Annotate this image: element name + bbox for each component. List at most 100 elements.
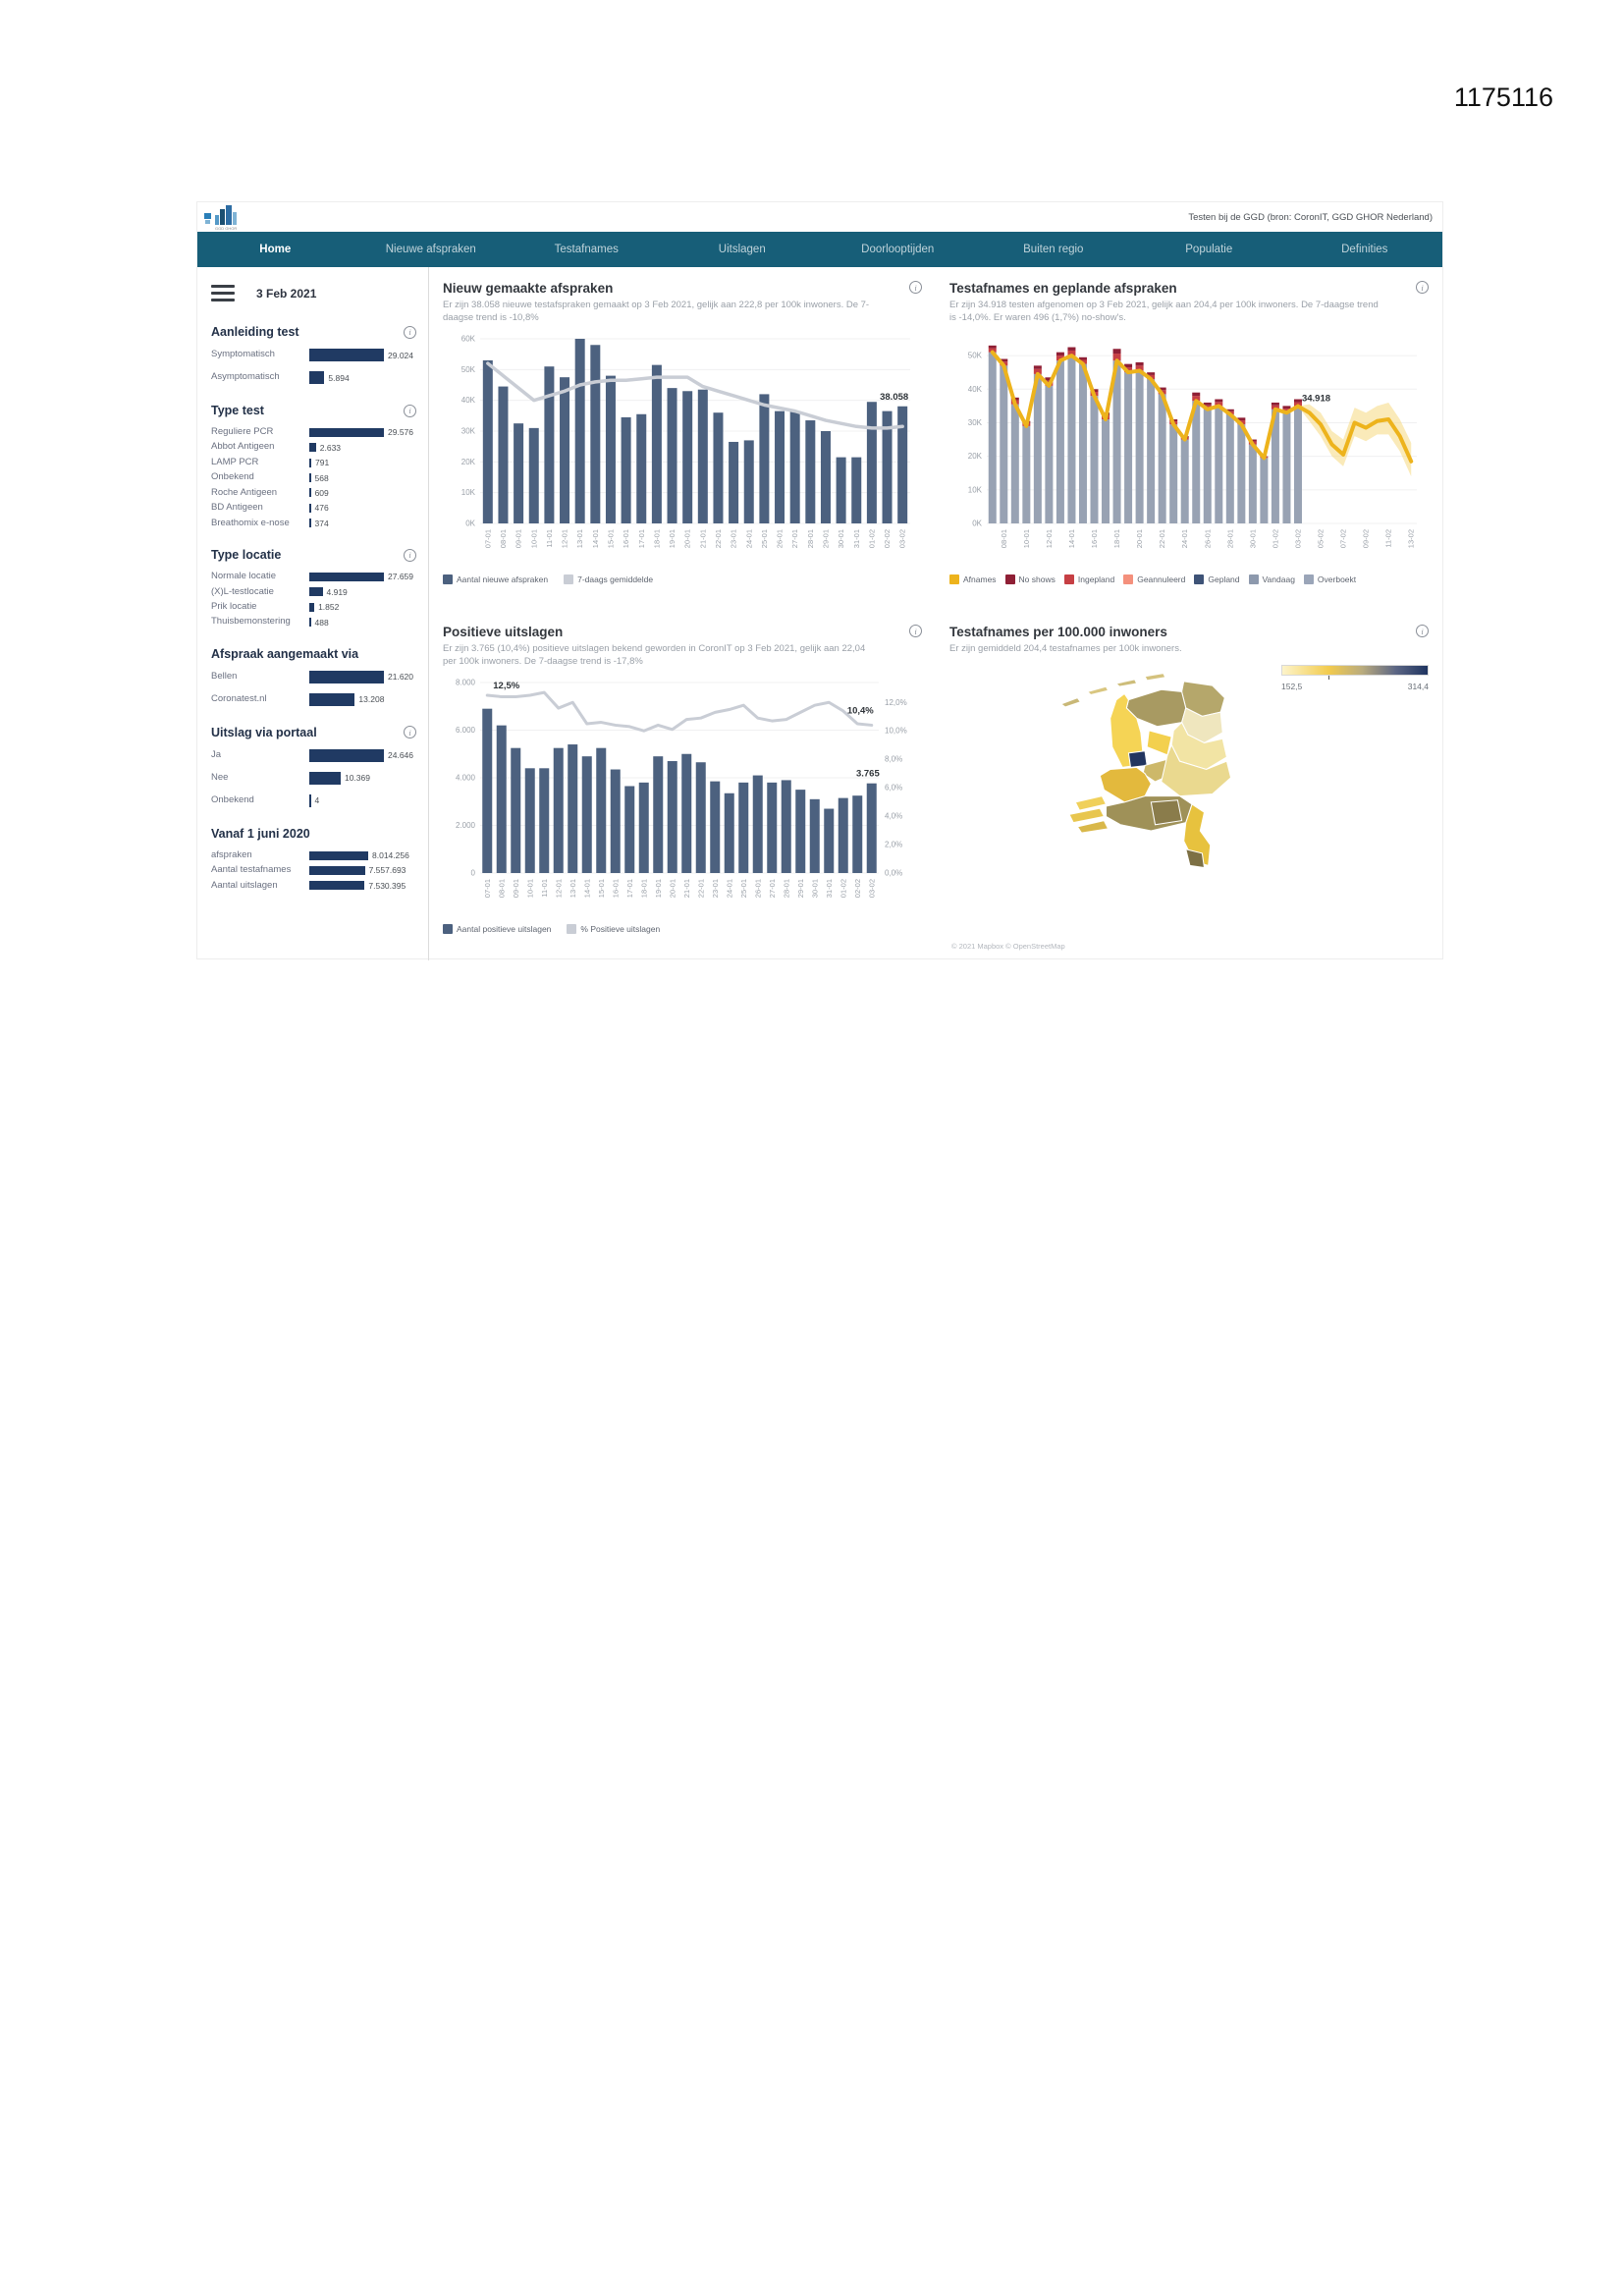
nav-tab-buiten-regio[interactable]: Buiten regio bbox=[1023, 244, 1084, 255]
filter-row[interactable]: Prik locatie 1.852 bbox=[211, 601, 422, 612]
filter-value: 21.620 bbox=[388, 672, 413, 683]
filter-row[interactable]: Ja 24.646 bbox=[211, 748, 422, 762]
filter-row[interactable]: Asymptomatisch 5.894 bbox=[211, 371, 422, 384]
info-icon[interactable]: i bbox=[909, 281, 922, 294]
chart-subtitle: Er zijn 38.058 nieuwe testafspraken gema… bbox=[443, 300, 870, 324]
svg-text:6.000: 6.000 bbox=[456, 726, 476, 735]
svg-text:2.000: 2.000 bbox=[456, 821, 476, 830]
info-icon[interactable]: i bbox=[1416, 625, 1429, 637]
filter-row[interactable]: Aantal testafnames 7.557.693 bbox=[211, 864, 422, 875]
svg-text:11-01: 11-01 bbox=[540, 879, 549, 898]
nav-tab-uitslagen[interactable]: Uitslagen bbox=[718, 244, 766, 255]
filter-value: 24.646 bbox=[388, 750, 413, 761]
nav-tab-testafnames[interactable]: Testafnames bbox=[554, 244, 619, 255]
filter-row[interactable]: Normale locatie 27.659 bbox=[211, 571, 422, 582]
bar-chart-positieve-uitslagen[interactable]: 0 2.000 4.000 6.000 8.000 0,0% 2,0% 4,0% 6,0% 8,0… bbox=[443, 671, 920, 924]
filter-bar bbox=[309, 618, 311, 628]
legend-item: No shows bbox=[1004, 574, 1056, 584]
filter-label: Normale locatie bbox=[211, 571, 276, 582]
sidebar-section-title: Type test bbox=[211, 404, 264, 417]
sidebar-section: Uitslag via portaal i Ja 24.646 Nee 10.369 Onb… bbox=[211, 726, 422, 807]
filter-row[interactable]: Roche Antigeen 609 bbox=[211, 487, 422, 498]
sidebar-toprow: 3 Feb 2021 bbox=[211, 281, 422, 305]
info-icon[interactable]: i bbox=[404, 325, 416, 339]
svg-text:34.918: 34.918 bbox=[1302, 393, 1330, 404]
filter-row[interactable]: Bellen 21.620 bbox=[211, 670, 422, 683]
filter-row[interactable]: LAMP PCR 791 bbox=[211, 457, 422, 467]
bar-chart-nieuwe-afspraken[interactable]: 0K 10K 20K 30K 40K 50K 60K 07-01 08-01 09-01 10-01… bbox=[443, 327, 920, 574]
filter-label: Bellen bbox=[211, 671, 238, 683]
filter-row[interactable]: Nee 10.369 bbox=[211, 771, 422, 785]
nav-tab-populatie[interactable]: Populatie bbox=[1185, 244, 1233, 255]
filter-row[interactable]: Onbekend 4 bbox=[211, 793, 422, 807]
svg-text:8.000: 8.000 bbox=[456, 678, 476, 686]
filter-label: Nee bbox=[211, 772, 229, 784]
svg-text:30-01: 30-01 bbox=[837, 529, 845, 548]
sidebar-sections: Aanleiding test i Symptomatisch 29.024 Asymp… bbox=[211, 325, 422, 891]
filter-bar bbox=[309, 850, 368, 860]
legend-swatch bbox=[1248, 574, 1259, 584]
sidebar-section: Type test i Reguliere PCR 29.576 Abbot Antig… bbox=[211, 404, 422, 528]
svg-text:21-01: 21-01 bbox=[698, 529, 707, 548]
filter-row[interactable]: (X)L-testlocatie 4.919 bbox=[211, 585, 422, 597]
svg-text:2,0%: 2,0% bbox=[885, 840, 902, 848]
chart-subtitle: Er zijn 3.765 (10,4%) positieve uitslage… bbox=[443, 643, 866, 668]
svg-text:09-02: 09-02 bbox=[1362, 529, 1371, 548]
stacked-bar-chart-testafnames[interactable]: 0K 10K 20K 30K 40K 50K 08-01 10-01 12-01 14-01 16-… bbox=[949, 327, 1427, 574]
filter-row[interactable]: BD Antigeen 476 bbox=[211, 502, 422, 514]
svg-text:18-01: 18-01 bbox=[652, 529, 661, 548]
chart-cell-positieve-uitslagen: Positieve uitslagen Er zijn 3.765 (10,4%… bbox=[429, 611, 936, 960]
legend-swatch bbox=[1063, 574, 1074, 584]
nav-tab-nieuwe-afspraken[interactable]: Nieuwe afspraken bbox=[385, 244, 476, 255]
filter-row[interactable]: Symptomatisch 29.024 bbox=[211, 349, 422, 361]
filter-value: 568 bbox=[314, 472, 329, 483]
svg-text:22-01: 22-01 bbox=[714, 529, 723, 548]
chart-legend: Afnames No shows Ingepland Geannuleerd Gepla… bbox=[949, 574, 1429, 584]
nav-tab-home[interactable]: Home bbox=[259, 244, 292, 255]
filter-label: (X)L-testlocatie bbox=[211, 585, 274, 597]
info-icon[interactable]: i bbox=[404, 726, 416, 739]
filter-label: Symptomatisch bbox=[211, 349, 275, 360]
svg-text:13-02: 13-02 bbox=[1407, 529, 1416, 548]
chart-subtitle: Er zijn 34.918 testen afgenomen op 3 Feb… bbox=[949, 300, 1379, 324]
filter-value: 5.894 bbox=[328, 372, 350, 383]
filter-value: 609 bbox=[314, 487, 329, 498]
nav-tab-doorlooptijden[interactable]: Doorlooptijden bbox=[861, 244, 935, 255]
legend-item: Aantal positieve uitslagen bbox=[443, 923, 551, 934]
svg-text:21-01: 21-01 bbox=[682, 879, 691, 898]
filter-bar bbox=[309, 519, 311, 528]
svg-text:30-01: 30-01 bbox=[1248, 529, 1257, 548]
map-netherlands[interactable] bbox=[1008, 659, 1277, 904]
filter-value: 476 bbox=[314, 503, 329, 514]
menu-icon[interactable] bbox=[211, 281, 235, 305]
filter-row[interactable]: Onbekend 568 bbox=[211, 471, 422, 483]
svg-text:23-01: 23-01 bbox=[711, 879, 720, 898]
info-icon[interactable]: i bbox=[909, 625, 922, 637]
filter-row[interactable]: Reguliere PCR 29.576 bbox=[211, 426, 422, 437]
filter-row[interactable]: Abbot Antigeen 2.633 bbox=[211, 441, 422, 452]
svg-text:07-02: 07-02 bbox=[1339, 529, 1348, 548]
filter-label: BD Antigeen bbox=[211, 502, 263, 514]
legend-item: Gepland bbox=[1194, 574, 1240, 584]
svg-text:10-01: 10-01 bbox=[529, 529, 538, 548]
filter-bar bbox=[309, 488, 311, 498]
filter-row[interactable]: Thuisbemonstering 488 bbox=[211, 616, 422, 628]
filter-row[interactable]: Aantal uitslagen 7.530.395 bbox=[211, 880, 422, 891]
legend-swatch bbox=[443, 574, 453, 584]
ggd-ghor-logo: GGD GHOR bbox=[204, 205, 237, 231]
info-icon[interactable]: i bbox=[1416, 281, 1429, 294]
filter-value: 29.024 bbox=[388, 350, 413, 360]
svg-text:12-01: 12-01 bbox=[561, 529, 569, 548]
info-icon[interactable]: i bbox=[404, 548, 416, 562]
filter-bar bbox=[309, 458, 312, 467]
svg-text:29-01: 29-01 bbox=[796, 879, 805, 898]
filter-row[interactable]: Coronatest.nl 13.208 bbox=[211, 692, 422, 706]
filter-row[interactable]: afspraken 8.014.256 bbox=[211, 849, 422, 860]
filter-row[interactable]: Breathomix e-nose 374 bbox=[211, 518, 422, 528]
svg-text:18-01: 18-01 bbox=[639, 879, 648, 898]
info-icon[interactable]: i bbox=[404, 404, 416, 417]
nav-tab-definities[interactable]: Definities bbox=[1341, 244, 1388, 255]
scale-max-label: 314,4 bbox=[1407, 682, 1429, 692]
svg-text:08-01: 08-01 bbox=[499, 529, 508, 548]
svg-text:01-02: 01-02 bbox=[867, 529, 876, 548]
